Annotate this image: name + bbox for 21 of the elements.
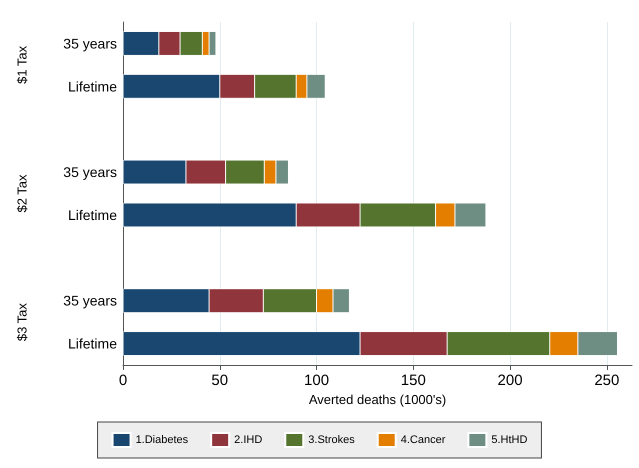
legend-label: 1.Diabetes (136, 434, 189, 446)
y-tick-label: 35 years (63, 292, 117, 309)
x-axis-title: Averted deaths (1000's) (308, 392, 446, 407)
text: $2 Tax (14, 174, 30, 213)
legend-label: 3.Strokes (308, 434, 356, 446)
x-tick-label: 150 (400, 372, 426, 389)
y-tick-label: Lifetime (68, 78, 118, 94)
x-tick-label: 200 (498, 372, 523, 389)
y-tick-label: 35 years (63, 35, 117, 52)
y-tick-label: Lifetime (68, 206, 118, 223)
y-tick-label: Lifetime (68, 336, 118, 352)
text: $3 Tax (14, 302, 30, 342)
x-tick-label: 250 (594, 372, 620, 389)
x-tick-label: 50 (211, 372, 228, 389)
y-tick-label: 35 years (63, 164, 117, 180)
legend-label: 2.IHD (234, 434, 262, 446)
x-tick-label: 100 (304, 372, 330, 389)
x-tick-label: 0 (118, 372, 128, 389)
text: $1 Tax (14, 45, 30, 84)
legend-label: 4.Cancer (400, 434, 446, 446)
legend-label: 5.HtHD (491, 434, 528, 446)
